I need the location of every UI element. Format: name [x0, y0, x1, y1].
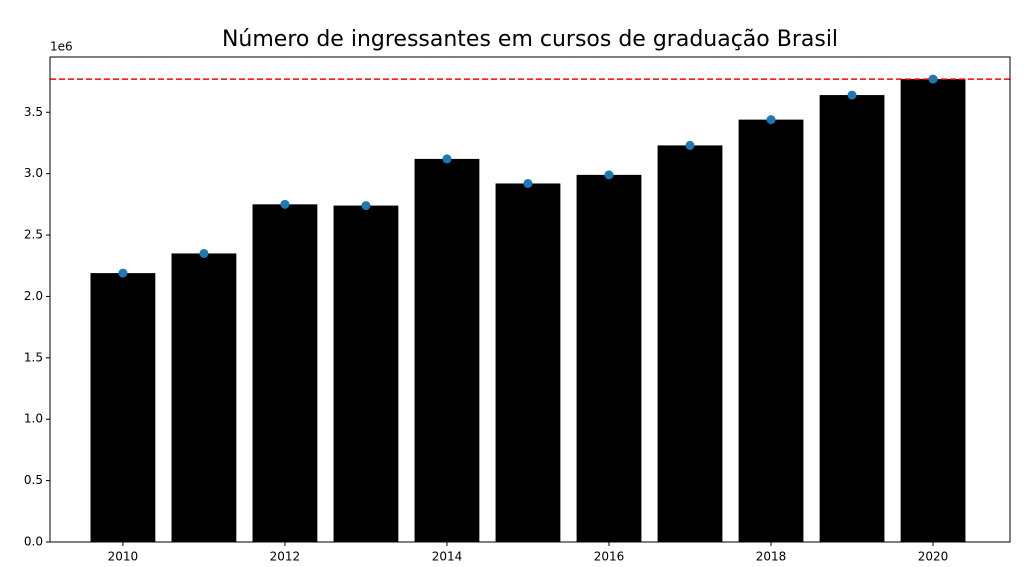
- point: [685, 140, 695, 150]
- point: [199, 248, 209, 258]
- point: [361, 201, 371, 211]
- y-tick-label: 2.0: [24, 289, 43, 303]
- point: [766, 115, 776, 125]
- bar: [90, 273, 156, 542]
- bar: [414, 158, 480, 543]
- bar: [819, 95, 885, 542]
- x-tick-label: 2014: [432, 550, 463, 564]
- y-tick-label: 1.5: [24, 350, 43, 364]
- bar: [576, 174, 642, 542]
- y-offset-label: 1e6: [50, 40, 73, 54]
- plot-frame: [49, 56, 1011, 543]
- y-tick-label: 1.0: [24, 412, 43, 426]
- bar: [333, 205, 399, 542]
- y-tick-label: 3.0: [24, 166, 43, 180]
- bar: [171, 253, 237, 543]
- point: [847, 90, 857, 100]
- y-tick-label: 0.5: [24, 473, 43, 487]
- y-tick-label: 0.0: [24, 535, 43, 549]
- y-tick-label: 2.5: [24, 228, 43, 242]
- point: [928, 74, 938, 84]
- bar: [252, 204, 318, 542]
- bar: [738, 119, 804, 543]
- x-tick-label: 2012: [270, 550, 301, 564]
- x-tick-label: 2016: [594, 550, 625, 564]
- x-tick-label: 2020: [918, 550, 949, 564]
- chart-title: Número de ingressantes em cursos de grad…: [222, 27, 838, 52]
- bar: [495, 183, 561, 542]
- point: [442, 154, 452, 164]
- point: [604, 170, 614, 180]
- bar: [900, 79, 966, 543]
- point: [280, 199, 290, 209]
- y-tick-label: 3.5: [24, 105, 43, 119]
- x-tick-label: 2010: [108, 550, 139, 564]
- bar: [657, 145, 723, 542]
- point: [523, 178, 533, 188]
- point: [118, 268, 128, 278]
- x-tick-label: 2018: [756, 550, 787, 564]
